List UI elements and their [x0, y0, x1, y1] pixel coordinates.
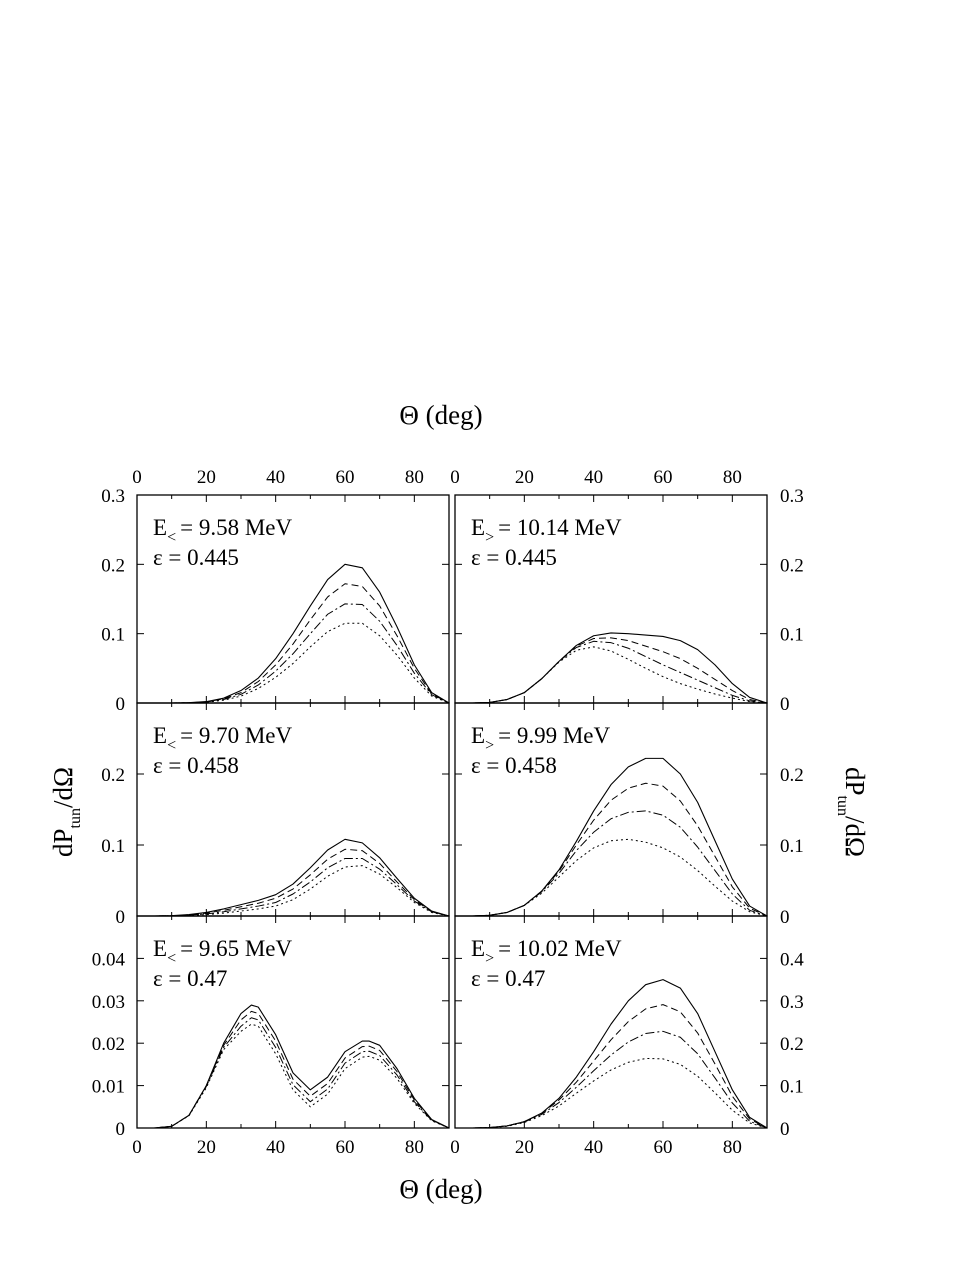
y-tick-label: 0 [116, 1119, 126, 1140]
series-line-dotted [137, 865, 450, 917]
epsilon-label: ε = 0.458 [153, 753, 239, 778]
y-tick-label: 0.2 [780, 555, 804, 576]
y-tick-label: 0.1 [780, 1077, 804, 1098]
y-tick-label: 0.2 [780, 765, 804, 786]
bottom-x-axis-title: Θ (deg) [399, 1174, 482, 1204]
series-line-solid [137, 1004, 450, 1129]
y-tick-label: 0.2 [101, 765, 125, 786]
x-tick-label: 60 [336, 467, 355, 488]
epsilon-label: ε = 0.445 [471, 545, 557, 570]
series-line-dotted [455, 1057, 768, 1129]
x-tick-label: 0 [450, 467, 460, 488]
y-tick-label: 0.04 [92, 949, 126, 970]
series-line-dashed [137, 583, 450, 704]
x-tick-label: 40 [584, 1137, 603, 1158]
series-line-dotted [455, 838, 768, 917]
series-line-dashdot [455, 640, 768, 704]
y-tick-label: 0 [780, 694, 790, 715]
svg-text:dPtun/dΩ: dPtun/dΩ [834, 767, 870, 857]
series-line-dashdot [137, 603, 450, 704]
series-line-solid [137, 838, 450, 917]
series-line-dashed [455, 637, 768, 704]
panel-bottom-left: 0 20 40 60 80 0 0.01 0.02 0.03 0.04 E< = 9.65 MeVε … [92, 915, 450, 1158]
x-tick-label: 20 [515, 467, 534, 488]
x-tick-label: 0 [450, 1137, 460, 1158]
series-line-solid [455, 632, 768, 704]
x-tick-label: 40 [584, 467, 603, 488]
series-line-dotted [137, 622, 450, 704]
y-tick-label: 0.2 [101, 555, 125, 576]
right-y-axis-title: dPtun/dΩ [834, 767, 870, 857]
x-tick-label: 80 [723, 467, 742, 488]
x-tick-label: 20 [197, 467, 216, 488]
y-tick-label: 0.3 [780, 992, 804, 1013]
y-tick-label: 0 [116, 907, 126, 928]
top-x-axis-title: Θ (deg) [399, 400, 482, 430]
y-tick-label: 0.1 [780, 836, 804, 857]
x-tick-label: 80 [405, 467, 424, 488]
y-tick-label: 0.01 [92, 1077, 125, 1098]
x-tick-label: 20 [515, 1137, 534, 1158]
energy-label: E< = 9.70 MeV [153, 723, 292, 754]
series-line-dashed [455, 1004, 768, 1129]
y-tick-label: 0.2 [780, 1034, 804, 1055]
energy-label: E< = 9.65 MeV [153, 936, 292, 967]
epsilon-label: ε = 0.458 [471, 753, 557, 778]
y-tick-label: 0 [780, 907, 790, 928]
series-line-dashdot [137, 857, 450, 917]
y-tick-label: 0.3 [101, 486, 125, 507]
series-line-solid [455, 757, 768, 917]
epsilon-label: ε = 0.445 [153, 545, 239, 570]
energy-label: E> = 9.99 MeV [471, 723, 610, 754]
panel-frame [454, 915, 768, 1129]
series-line-dashdot [455, 1030, 768, 1129]
left-y-axis-title: dPtun/dΩ [48, 767, 84, 857]
y-tick-label: 0.1 [101, 836, 125, 857]
svg-text:dPtun/dΩ: dPtun/dΩ [48, 767, 84, 857]
series-line-dashed [455, 782, 768, 917]
series-line-dashed [137, 1010, 450, 1129]
series-line-dashdot [455, 810, 768, 917]
series-line-solid [137, 563, 450, 704]
x-tick-label: 60 [654, 1137, 673, 1158]
x-tick-label: 40 [266, 467, 285, 488]
x-tick-label: 20 [197, 1137, 216, 1158]
y-tick-label: 0.1 [780, 625, 804, 646]
panel-frame [136, 915, 450, 1129]
series-line-solid [455, 979, 768, 1129]
x-tick-label: 80 [723, 1137, 742, 1158]
x-tick-label: 60 [654, 467, 673, 488]
series-line-dotted [455, 646, 768, 704]
x-tick-label: 80 [405, 1137, 424, 1158]
y-tick-label: 0.1 [101, 625, 125, 646]
epsilon-label: ε = 0.47 [153, 966, 227, 991]
y-tick-label: 0.3 [780, 486, 804, 507]
series-line-dashed [137, 848, 450, 917]
y-tick-label: 0.4 [780, 949, 804, 970]
series-line-dashdot [137, 1017, 450, 1129]
energy-label: E< = 9.58 MeV [153, 515, 292, 546]
y-tick-label: 0.02 [92, 1034, 125, 1055]
energy-label: E> = 10.02 MeV [471, 936, 622, 967]
y-tick-label: 0 [116, 694, 126, 715]
x-tick-label: 0 [132, 1137, 142, 1158]
x-tick-label: 0 [132, 467, 142, 488]
y-tick-label: 0.03 [92, 992, 125, 1013]
x-tick-label: 40 [266, 1137, 285, 1158]
epsilon-label: ε = 0.47 [471, 966, 545, 991]
energy-label: E> = 10.14 MeV [471, 515, 622, 546]
y-tick-label: 0 [780, 1119, 790, 1140]
x-tick-label: 60 [336, 1137, 355, 1158]
series-line-dotted [137, 1023, 450, 1129]
